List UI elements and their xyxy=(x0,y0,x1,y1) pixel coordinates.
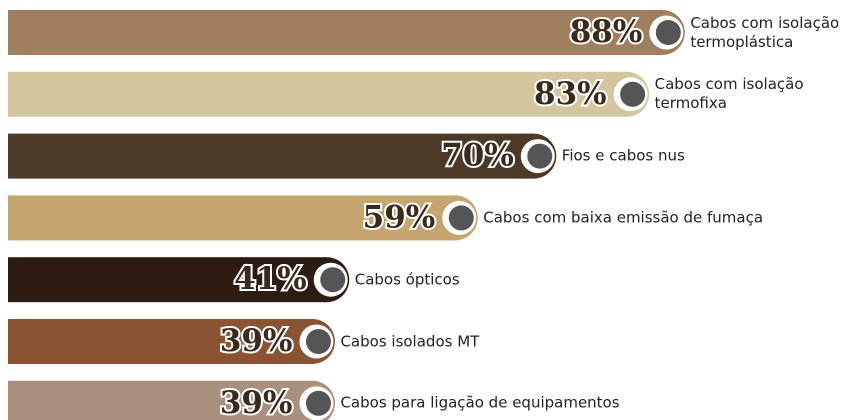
category-label: Fios e cabos nus xyxy=(561,146,685,165)
bar-group: 39% xyxy=(8,380,335,420)
category-label: Cabos com isolação termoplástica xyxy=(690,13,840,51)
value-label: 39% xyxy=(220,323,293,359)
category-label: Cabos ópticos xyxy=(354,270,460,289)
cap-dot xyxy=(448,205,474,231)
bar-group: 41% xyxy=(8,257,350,303)
bar xyxy=(8,71,627,117)
category-label: Cabos isolados MT xyxy=(340,332,480,350)
bar xyxy=(8,257,327,303)
value-label: 83% xyxy=(534,76,607,112)
category-label: Cabos com isolação termofixa xyxy=(654,75,804,113)
bar xyxy=(8,10,663,55)
cap-dot xyxy=(305,390,331,416)
cap-dot xyxy=(527,143,553,169)
cap-dot xyxy=(320,267,346,293)
cap-dot xyxy=(655,20,681,45)
bar xyxy=(8,133,534,179)
value-label: 70% xyxy=(441,138,514,174)
category-label: Cabos com baixa emissão de fumaça xyxy=(483,208,764,227)
bar-group: 59% xyxy=(8,195,478,241)
bar-group: 70% xyxy=(8,133,557,179)
bar-group: 83% xyxy=(8,71,650,117)
bar-group: 39% xyxy=(8,319,335,364)
bar xyxy=(8,195,456,241)
bar xyxy=(8,319,313,364)
value-label: 41% xyxy=(234,261,307,297)
cap-dot xyxy=(305,329,331,354)
value-label: 59% xyxy=(363,199,436,235)
category-label: Cabos para ligação de equipamentos xyxy=(340,393,620,412)
cap-dot xyxy=(620,81,646,107)
value-label: 88% xyxy=(570,14,643,50)
bar-group: 88% xyxy=(8,10,685,55)
bar xyxy=(8,380,313,420)
value-label: 39% xyxy=(220,385,293,420)
